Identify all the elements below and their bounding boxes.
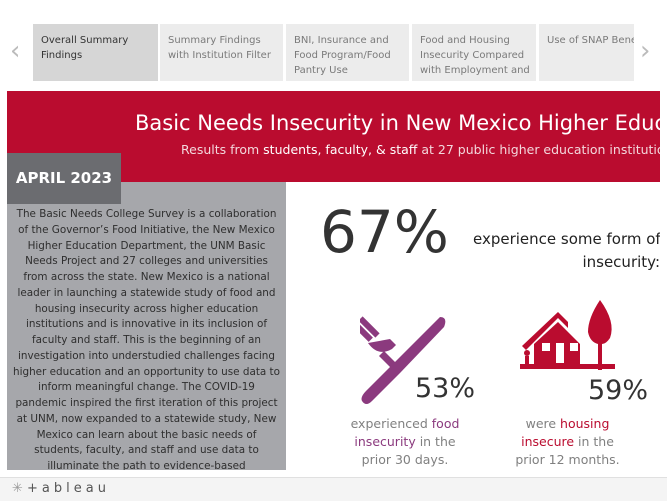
housing-caption: were housing insecure in the prior 12 mo… xyxy=(505,415,630,469)
tableau-logo[interactable]: ✳ +ableau xyxy=(12,481,110,496)
intro-text: The Basic Needs College Survey is a coll… xyxy=(13,208,280,470)
subtitle-bold: students, faculty, & staff xyxy=(263,142,418,157)
food-caption-pre: experienced xyxy=(350,416,432,431)
tabs-next-arrow[interactable]: › xyxy=(640,36,651,66)
footer-bar xyxy=(0,477,667,501)
housing-percent: 59% xyxy=(588,375,649,406)
page-title: Basic Needs Insecurity in New Mexico Hig… xyxy=(135,111,660,135)
food-caption: experienced food insecurity in the prior… xyxy=(345,415,465,469)
overall-caption-line1: experience some form of xyxy=(473,230,660,248)
tabs-prev-arrow[interactable]: ‹ xyxy=(10,36,21,66)
overall-percent: 67% xyxy=(320,198,449,266)
intro-panel: The Basic Needs College Survey is a coll… xyxy=(7,204,286,470)
subtitle-post: at 27 public higher education institutio… xyxy=(417,142,660,157)
tab-bni-insurance[interactable]: BNI, Insurance and Food Program/Food Pan… xyxy=(286,24,409,81)
overall-caption: experience some form of insecurity: xyxy=(470,228,660,274)
housing-caption-pre: were xyxy=(525,416,561,431)
tab-summary-institution[interactable]: Summary Findings with Institution Filter xyxy=(160,24,283,81)
food-caption-post: in the prior 30 days. xyxy=(361,434,456,467)
tableau-mark-icon: ✳ xyxy=(12,481,28,496)
food-caption-highlight: food insecurity xyxy=(354,416,460,449)
date-badge: APRIL 2023 xyxy=(7,153,121,204)
house-tree-icon xyxy=(520,300,615,370)
page-subtitle: Results from students, faculty, & staff … xyxy=(181,142,660,157)
tab-snap-benefits[interactable]: Use of SNAP Benefits xyxy=(539,24,634,81)
housing-caption-highlight: housing insecure xyxy=(521,416,610,449)
housing-caption-post: in the prior 12 months. xyxy=(515,434,620,467)
fork-knife-icon xyxy=(360,316,446,404)
tableau-logo-text: +ableau xyxy=(27,481,110,496)
food-percent: 53% xyxy=(415,373,476,404)
subtitle-pre: Results from xyxy=(181,142,264,157)
tab-food-housing-employment[interactable]: Food and Housing Insecurity Compared wit… xyxy=(412,24,536,81)
overall-caption-line2: insecurity: xyxy=(582,253,660,271)
tab-overall-summary[interactable]: Overall Summary Findings xyxy=(33,24,158,81)
